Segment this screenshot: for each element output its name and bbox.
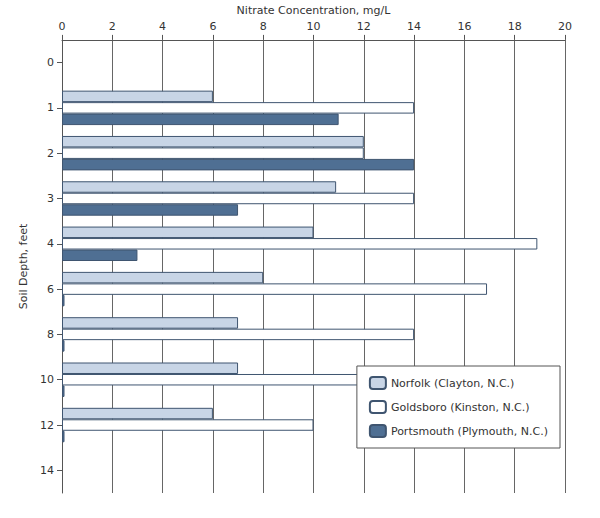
svg-text:20: 20 bbox=[558, 20, 572, 33]
svg-text:18: 18 bbox=[508, 20, 522, 33]
svg-text:Norfolk (Clayton, N.C.): Norfolk (Clayton, N.C.) bbox=[391, 377, 514, 390]
svg-text:8: 8 bbox=[47, 328, 54, 341]
svg-text:14: 14 bbox=[40, 464, 54, 477]
svg-text:0: 0 bbox=[59, 20, 66, 33]
svg-text:10: 10 bbox=[307, 20, 321, 33]
svg-text:Soil Depth, feet: Soil Depth, feet bbox=[17, 223, 30, 309]
svg-text:0: 0 bbox=[47, 56, 54, 69]
svg-text:2: 2 bbox=[109, 20, 116, 33]
svg-text:4: 4 bbox=[159, 20, 166, 33]
svg-text:12: 12 bbox=[40, 419, 54, 432]
svg-text:6: 6 bbox=[209, 20, 216, 33]
svg-text:Goldsboro (Kinston, N.C.): Goldsboro (Kinston, N.C.) bbox=[391, 401, 530, 414]
svg-text:4: 4 bbox=[47, 237, 54, 250]
svg-text:Portsmouth (Plymouth, N.C.): Portsmouth (Plymouth, N.C.) bbox=[391, 425, 548, 438]
svg-text:10: 10 bbox=[40, 373, 54, 386]
svg-text:14: 14 bbox=[407, 20, 421, 33]
svg-text:1: 1 bbox=[47, 101, 54, 114]
svg-text:3: 3 bbox=[47, 192, 54, 205]
svg-text:Nitrate Concentration, mg/L: Nitrate Concentration, mg/L bbox=[237, 4, 392, 17]
svg-text:6: 6 bbox=[47, 283, 54, 296]
svg-text:12: 12 bbox=[357, 20, 371, 33]
svg-text:16: 16 bbox=[457, 20, 471, 33]
svg-text:2: 2 bbox=[47, 147, 54, 160]
svg-text:8: 8 bbox=[260, 20, 267, 33]
